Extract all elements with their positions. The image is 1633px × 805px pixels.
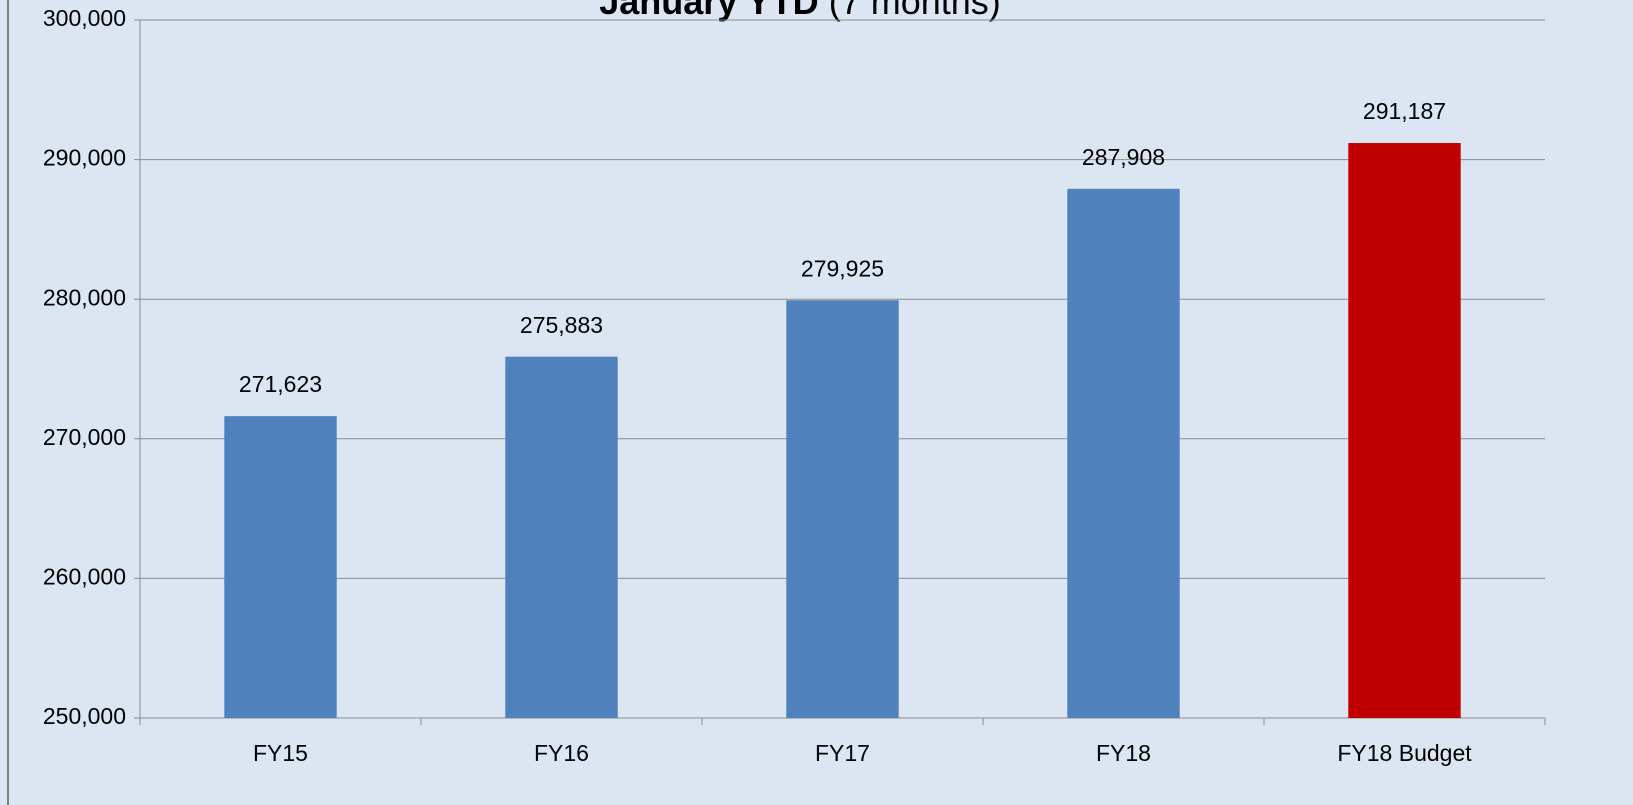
- value-label: 271,623: [239, 371, 322, 397]
- chart-title: January YTD (7 months): [599, 0, 1001, 22]
- title-main: January YTD: [599, 0, 818, 22]
- y-tick-label: 270,000: [43, 424, 126, 450]
- x-tick-label: FY18: [1096, 740, 1151, 766]
- value-label: 275,883: [520, 312, 603, 338]
- x-tick-label: FY15: [253, 740, 308, 766]
- value-label: 279,925: [801, 255, 884, 281]
- bar: [1348, 143, 1461, 718]
- x-tick-label: FY16: [534, 740, 589, 766]
- bar: [786, 300, 899, 718]
- value-label: 291,187: [1363, 98, 1446, 124]
- x-tick-label: FY18 Budget: [1337, 740, 1472, 766]
- value-label: 287,908: [1082, 144, 1165, 170]
- bar: [505, 356, 618, 718]
- title-sub: (7 months): [829, 0, 1001, 22]
- y-tick-label: 300,000: [43, 5, 126, 31]
- y-tick-label: 280,000: [43, 284, 126, 310]
- x-tick-label: FY17: [815, 740, 870, 766]
- y-tick-label: 250,000: [43, 703, 126, 729]
- bar: [1067, 188, 1180, 718]
- y-tick-label: 290,000: [43, 145, 126, 171]
- bar: [224, 416, 337, 718]
- y-tick-label: 260,000: [43, 563, 126, 589]
